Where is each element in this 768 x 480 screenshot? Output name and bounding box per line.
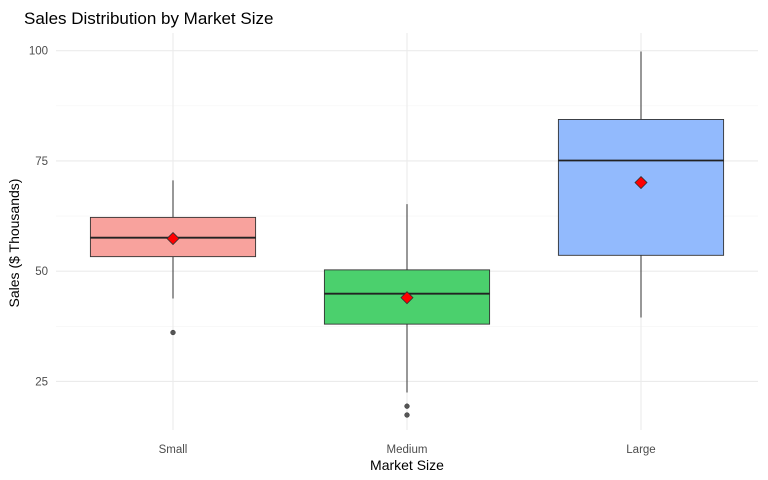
chart-title: Sales Distribution by Market Size [24,9,273,28]
outlier-point [170,329,176,336]
y-axis-title: Sales ($ Thousands) [6,179,22,308]
y-tick-label: 50 [35,266,48,278]
box-group [323,204,491,418]
x-tick-label: Large [626,444,655,456]
mean-marker [400,291,414,305]
y-tick-labels: 25 50 75 100 [29,46,48,389]
outlier-point [404,403,410,409]
box-group [89,180,257,336]
y-tick-label: 25 [35,376,48,388]
outlier-point [404,412,410,418]
mean-marker [166,231,180,246]
y-tick-label: 75 [35,156,48,168]
boxes [89,51,725,418]
box-group [557,51,725,318]
x-tick-label: Small [159,444,188,456]
x-tick-label: Medium [387,444,428,456]
x-axis-title: Market Size [370,457,444,473]
x-tick-labels: Small Medium Large [159,444,656,456]
mean-marker [634,175,648,190]
y-tick-label: 100 [29,46,48,58]
